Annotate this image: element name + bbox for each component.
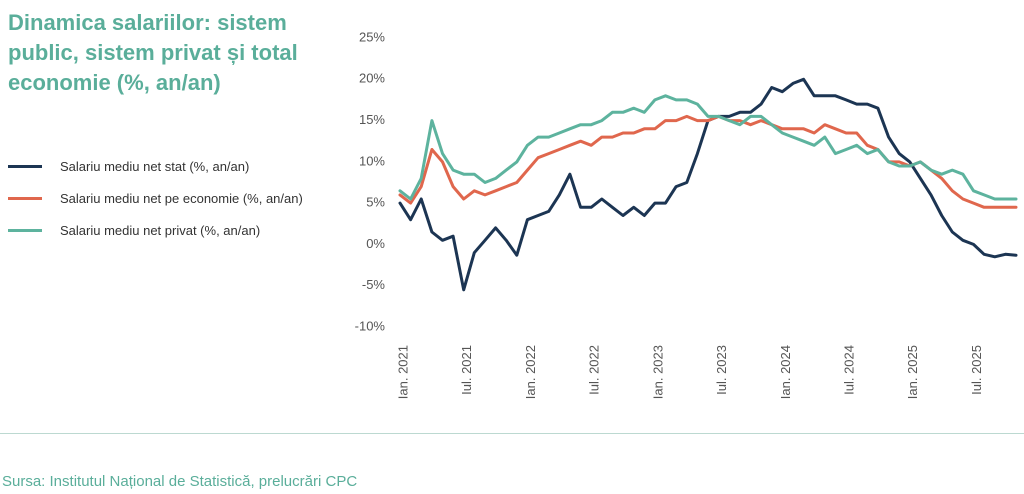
legend-item: Salariu mediu net privat (%, an/an) (8, 214, 303, 246)
legend-swatch (8, 196, 42, 200)
x-tick-label: Ian. 2021 (395, 345, 410, 399)
legend-item: Salariu mediu net stat (%, an/an) (8, 150, 303, 182)
series-line (398, 114, 1018, 209)
legend-label: Salariu mediu net stat (%, an/an) (60, 158, 250, 174)
legend-swatch (8, 164, 42, 168)
x-tick-label: Iul. 2025 (969, 345, 984, 395)
legend: Salariu mediu net stat (%, an/an) Salariu… (8, 150, 303, 246)
x-tick-label: Ian. 2025 (905, 345, 920, 399)
x-tick-label: Iul. 2023 (714, 345, 729, 395)
source-note: Sursa: Institutul Național de Statistică… (2, 473, 358, 490)
x-tick-label: Ian. 2022 (523, 345, 538, 399)
legend-label: Salariu mediu net pe economie (%, an/an) (60, 190, 303, 206)
y-tick-label: -10% (355, 318, 386, 333)
legend-swatch (8, 228, 42, 232)
legend-item: Salariu mediu net pe economie (%, an/an) (8, 182, 303, 214)
chart: -10% -5% 0% 5% 10% 15% 20% 25% Ian. 2021 Iul. 202… (355, 29, 1018, 399)
chart-title: Dinamica salariilor: sistem public, sist… (8, 10, 298, 95)
y-tick-label: 0% (366, 236, 385, 251)
x-tick-label: Ian. 2023 (650, 345, 665, 399)
separator (0, 433, 1024, 434)
y-tick-label: 25% (359, 29, 385, 44)
series-line (398, 77, 1018, 292)
y-tick-label: -5% (362, 277, 386, 292)
x-tick-label: Ian. 2024 (778, 345, 793, 399)
legend-label: Salariu mediu net privat (%, an/an) (60, 222, 261, 238)
y-tick-label: 5% (366, 195, 385, 210)
y-tick-label: 10% (359, 153, 385, 168)
x-tick-label: Iul. 2024 (842, 345, 857, 395)
series-line (398, 94, 1018, 201)
y-tick-label: 20% (359, 71, 385, 86)
x-tick-label: Iul. 2022 (587, 345, 602, 395)
y-tick-label: 15% (359, 112, 385, 127)
x-tick-label: Iul. 2021 (459, 345, 474, 395)
